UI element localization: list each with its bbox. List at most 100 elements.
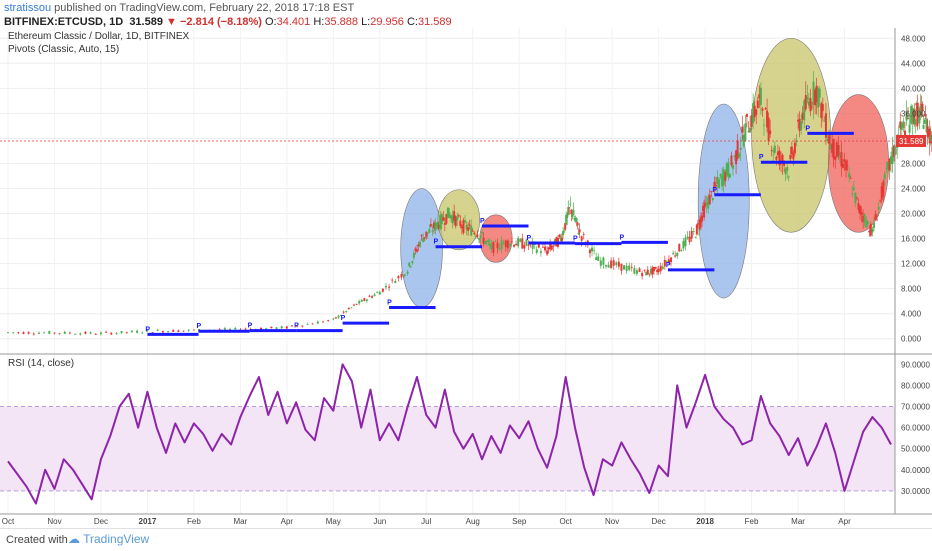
candle-body: [652, 267, 655, 272]
candle-body: [793, 142, 796, 154]
candle-body: [560, 237, 563, 242]
candle-body: [525, 239, 528, 246]
pivot-label: P: [527, 235, 532, 242]
candle-body: [855, 197, 858, 198]
candle-body: [766, 110, 769, 128]
candle-body: [828, 135, 831, 144]
candle-body: [923, 119, 926, 124]
pivot-label: P: [573, 236, 578, 243]
candle-body: [820, 103, 823, 119]
candle-body: [872, 222, 875, 228]
x-tick-label: Oct: [559, 517, 572, 526]
highlight-ellipse: [437, 189, 481, 251]
candle-body: [638, 268, 641, 272]
candle-body: [161, 330, 164, 333]
candle-body: [902, 121, 905, 128]
candle-body: [515, 243, 518, 246]
axes: 0.000 4.000 8.000 12.000 16.000 20.000 24.000 2…: [0, 28, 932, 526]
candle-body: [648, 273, 651, 275]
author-link[interactable]: stratissou: [4, 2, 52, 14]
rsi-tick-label: 70.0000: [901, 403, 930, 412]
pivot-label: P: [434, 239, 439, 246]
pivot-label: P: [759, 154, 764, 161]
candle-body: [646, 269, 649, 275]
x-tick-label: 2018: [696, 517, 714, 526]
candle-body: [420, 235, 423, 237]
candle-body: [718, 179, 721, 189]
candle-body: [487, 240, 490, 243]
candle-body: [885, 168, 888, 170]
symbol-info: BITFINEX:ETCUSD, 1D 31.589 ▼ −2.814 (−8.…: [4, 16, 452, 28]
candle-body: [918, 111, 921, 124]
candle-body: [218, 329, 221, 331]
candle-body: [172, 329, 175, 332]
candle-body: [770, 150, 773, 151]
candle-body: [517, 237, 520, 247]
candle-body: [187, 329, 190, 331]
candle-body: [692, 231, 695, 232]
indicator-label: Pivots (Classic, Auto, 15): [8, 44, 119, 55]
candle-body: [739, 147, 742, 150]
candle-body: [893, 145, 896, 157]
candle-body: [130, 330, 133, 333]
candle-body: [612, 260, 615, 266]
candle-body: [684, 237, 687, 247]
candle-body: [929, 135, 932, 141]
candle-body: [764, 108, 767, 110]
candle-body: [229, 328, 232, 330]
candle-body: [182, 330, 185, 332]
tradingview-logo[interactable]: ☁ TradingView: [68, 532, 149, 546]
candle-body: [485, 240, 488, 242]
brand-label: TradingView: [83, 532, 150, 546]
y-tick-label: 28.000: [901, 159, 926, 168]
candle-body: [337, 315, 340, 318]
candle-body: [786, 167, 789, 171]
candle-body: [876, 219, 879, 221]
candle-body: [879, 199, 882, 201]
rsi-series: [7, 363, 892, 505]
candle-body: [866, 221, 869, 225]
candle-body: [368, 295, 371, 297]
candle-body: [733, 155, 736, 157]
pivot-label: P: [387, 299, 392, 306]
candle-body: [676, 252, 679, 257]
candle-body: [459, 220, 462, 227]
candle-body: [678, 243, 681, 252]
candle-body: [576, 222, 579, 226]
candle-body: [12, 332, 15, 334]
candle-body: [115, 333, 118, 334]
y-tick-label: 36.000: [901, 109, 926, 118]
candle-body: [635, 270, 638, 274]
candle-body: [588, 249, 591, 254]
candle-body: [809, 98, 812, 112]
candle-body: [630, 266, 633, 268]
x-tick-label: Dec: [652, 517, 666, 526]
candle-body: [854, 192, 857, 203]
candle-body: [749, 127, 752, 133]
candle-body: [810, 106, 813, 108]
candle-body: [911, 107, 914, 124]
candle-body: [381, 288, 384, 292]
candle-body: [694, 237, 697, 239]
candle-body: [523, 245, 526, 249]
candle-body: [795, 140, 798, 143]
candle-body: [574, 218, 577, 222]
candle-body: [471, 230, 474, 232]
candle-body: [502, 243, 505, 245]
rsi-title: RSI (14, close): [8, 358, 74, 369]
candle-body: [663, 259, 666, 267]
candle-body: [846, 165, 849, 166]
pivot-label: P: [197, 323, 202, 330]
candle-body: [373, 294, 376, 296]
candle-body: [649, 269, 652, 274]
candle-body: [437, 224, 440, 229]
candle-body: [94, 334, 97, 335]
down-arrow-icon: ▼: [166, 16, 177, 28]
candle-body: [285, 326, 288, 329]
candle-body: [628, 265, 631, 271]
candle-body: [725, 163, 728, 176]
candle-body: [710, 191, 713, 193]
candle-body: [927, 132, 930, 134]
candle-body: [434, 222, 437, 231]
candle-body: [690, 230, 693, 239]
